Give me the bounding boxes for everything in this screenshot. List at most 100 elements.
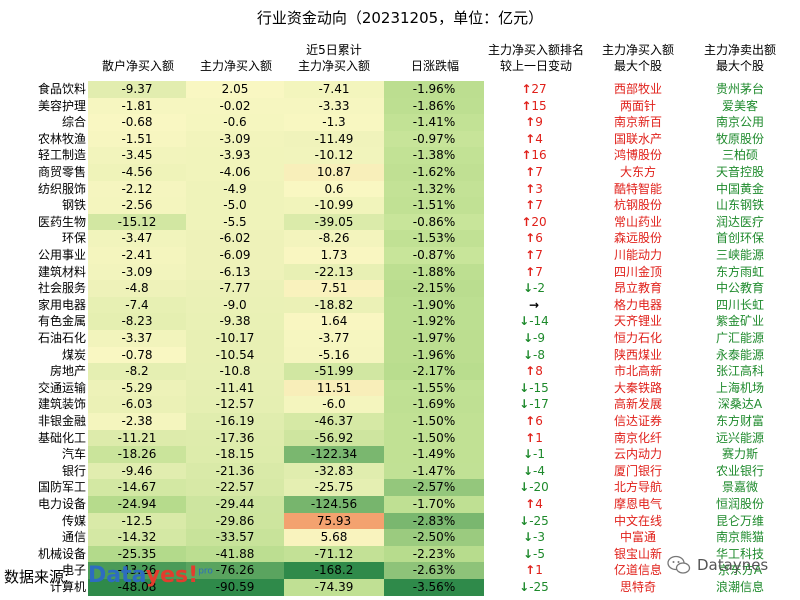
main-cell: -6.02 xyxy=(186,230,284,247)
change-cell: -1.86% xyxy=(384,97,484,115)
rank-change-value: 1 xyxy=(535,563,543,578)
table-row: 机械设备 -25.35 -41.88 -71.12 -2.23% ↓-5 银宝山新 华工科技 xyxy=(0,545,800,563)
header-retail: 散户净买入额 xyxy=(101,59,174,73)
top-buy-stock: 杭钢股份 xyxy=(613,198,662,213)
header-rank-line2: 较上一日变动 xyxy=(499,59,572,73)
top-sell-stock: 首创环保 xyxy=(715,231,764,246)
rank-change-value: 9 xyxy=(535,115,543,130)
change-cell: -1.47% xyxy=(384,462,484,480)
industry-label: 汽车 xyxy=(61,447,86,462)
arrow-right-icon: → xyxy=(528,297,540,312)
arrow-up-icon: ↑ xyxy=(525,430,536,445)
top-buy-stock: 森远股份 xyxy=(613,231,662,246)
change-cell: -2.50% xyxy=(384,529,484,546)
main5-cell: -7.41 xyxy=(284,81,384,98)
table-row: 交通运输 -5.29 -11.41 11.51 -1.55% ↓-15 大秦铁路 上海机场 xyxy=(0,379,800,397)
change-cell: -1.62% xyxy=(384,164,484,181)
table-row: 食品饮料 -9.37 2.05 -7.41 -1.96% ↑27 西部牧业 贵州茅台 xyxy=(0,81,800,98)
retail-cell: -0.78 xyxy=(88,346,186,364)
top-sell-stock: 山东钢铁 xyxy=(715,198,764,213)
industry-label: 机械设备 xyxy=(37,546,86,561)
top-sell-stock: 四川长虹 xyxy=(715,297,764,312)
top-buy-stock: 大秦铁路 xyxy=(613,380,662,395)
industry-label: 通信 xyxy=(61,530,86,545)
arrow-down-icon: ↓ xyxy=(522,530,534,545)
table-row: 电子 -43.26 -76.26 -168.2 -2.63% ↑1 亿道信息 京东方A xyxy=(0,562,800,579)
rank-change-cell: ↑7 xyxy=(484,164,584,181)
main5-cell: -56.92 xyxy=(284,429,384,447)
rank-change-cell: ↓-4 xyxy=(484,463,584,480)
rank-change-cell: ↑1 xyxy=(484,562,584,579)
change-cell: -2.57% xyxy=(384,479,484,496)
main-cell: -17.36 xyxy=(186,429,284,447)
top-buy-stock: 中富通 xyxy=(619,530,656,545)
top-buy-stock: 摩恩电气 xyxy=(613,497,662,511)
change-cell: -1.41% xyxy=(384,114,484,131)
rank-change-value: 4 xyxy=(535,497,543,511)
main5-cell: -3.33 xyxy=(284,97,384,115)
table-row: 美容护理 -1.81 -0.02 -3.33 -1.86% ↑15 两面针 爱美客 xyxy=(0,97,800,115)
main-cell: -3.93 xyxy=(186,147,284,164)
top-buy-stock: 高新发展 xyxy=(613,397,662,412)
retail-cell: -4.8 xyxy=(88,280,186,297)
top-sell-stock: 浪潮信息 xyxy=(715,580,764,594)
table-row: 计算机 -48.08 -90.59 -74.39 -3.56% ↓-25 思特奇 浪潮信息 xyxy=(0,579,800,596)
change-cell: -1.88% xyxy=(384,263,484,281)
main5-cell: -25.75 xyxy=(284,479,384,496)
retail-cell: -2.12 xyxy=(88,180,186,198)
industry-label: 电子 xyxy=(61,563,86,578)
rank-change-cell: ↑4 xyxy=(484,496,584,513)
table-row: 石油石化 -3.37 -10.17 -3.77 -1.97% ↓-9 恒力石化 广汇能源 xyxy=(0,330,800,347)
rank-change-value: 7 xyxy=(535,165,543,179)
retail-cell: -25.35 xyxy=(88,545,186,563)
retail-cell: -3.47 xyxy=(88,230,186,247)
header-main5-line1: 近5日累计 xyxy=(306,43,362,57)
retail-cell: -2.56 xyxy=(88,197,186,214)
main-cell: -90.59 xyxy=(186,579,284,596)
change-cell: -2.23% xyxy=(384,545,484,563)
change-cell: -1.96% xyxy=(384,81,484,98)
rank-change-cell: ↓-5 xyxy=(484,546,584,563)
arrow-up-icon: ↑ xyxy=(525,115,536,130)
rank-change-cell: ↑16 xyxy=(484,147,584,164)
industry-label: 家用电器 xyxy=(37,297,86,312)
rank-change-value: 7 xyxy=(535,198,543,213)
table-row: 传媒 -12.5 -29.86 75.93 -2.83% ↓-25 中文在线 昆仑万维 xyxy=(0,512,800,530)
industry-label: 轻工制造 xyxy=(37,148,86,163)
main5-cell: 1.64 xyxy=(284,313,384,330)
change-cell: -2.15% xyxy=(384,280,484,297)
top-sell-stock: 华工科技 xyxy=(715,546,764,561)
rank-change-value: 7 xyxy=(535,264,543,279)
rank-change-cell: ↑4 xyxy=(484,131,584,148)
change-cell: -1.55% xyxy=(384,379,484,397)
retail-cell: -24.94 xyxy=(88,496,186,513)
retail-cell: -0.68 xyxy=(88,114,186,131)
main-cell: -9.38 xyxy=(186,313,284,330)
main-cell: 2.05 xyxy=(186,81,284,98)
table-row: 商贸零售 -4.56 -4.06 10.87 -1.62% ↑7 大东方 天音控股 xyxy=(0,164,800,181)
rank-change-cell: ↓-15 xyxy=(484,380,584,397)
rank-change-cell: ↑3 xyxy=(484,181,584,198)
top-sell-stock: 三峡能源 xyxy=(715,248,764,262)
main-cell: -10.8 xyxy=(186,363,284,380)
industry-label: 公用事业 xyxy=(37,248,86,262)
rank-change-value: -17 xyxy=(529,397,549,412)
industry-label: 电力设备 xyxy=(37,497,86,511)
main-cell: -7.77 xyxy=(186,280,284,297)
main5-cell: -51.99 xyxy=(284,363,384,380)
table-row: 汽车 -18.26 -18.15 -122.34 -1.49% ↓-1 云内动力 赛力斯 xyxy=(0,446,800,463)
main-cell: -6.09 xyxy=(186,247,284,264)
retail-cell: -4.56 xyxy=(88,164,186,181)
main-cell: -0.6 xyxy=(186,114,284,131)
top-buy-stock: 信达证券 xyxy=(613,414,662,428)
top-buy-stock: 南京新百 xyxy=(613,115,662,130)
rank-change-cell: → xyxy=(484,297,584,314)
top-sell-stock: 南京公用 xyxy=(715,115,764,130)
main5-cell: -74.39 xyxy=(284,579,384,596)
arrow-up-icon: ↑ xyxy=(525,414,536,428)
main5-cell: 75.93 xyxy=(284,512,384,530)
rank-change-cell: ↓-2 xyxy=(484,280,584,297)
industry-label: 钢铁 xyxy=(61,198,86,213)
rank-change-value: -2 xyxy=(533,281,546,296)
arrow-up-icon: ↑ xyxy=(525,231,536,246)
